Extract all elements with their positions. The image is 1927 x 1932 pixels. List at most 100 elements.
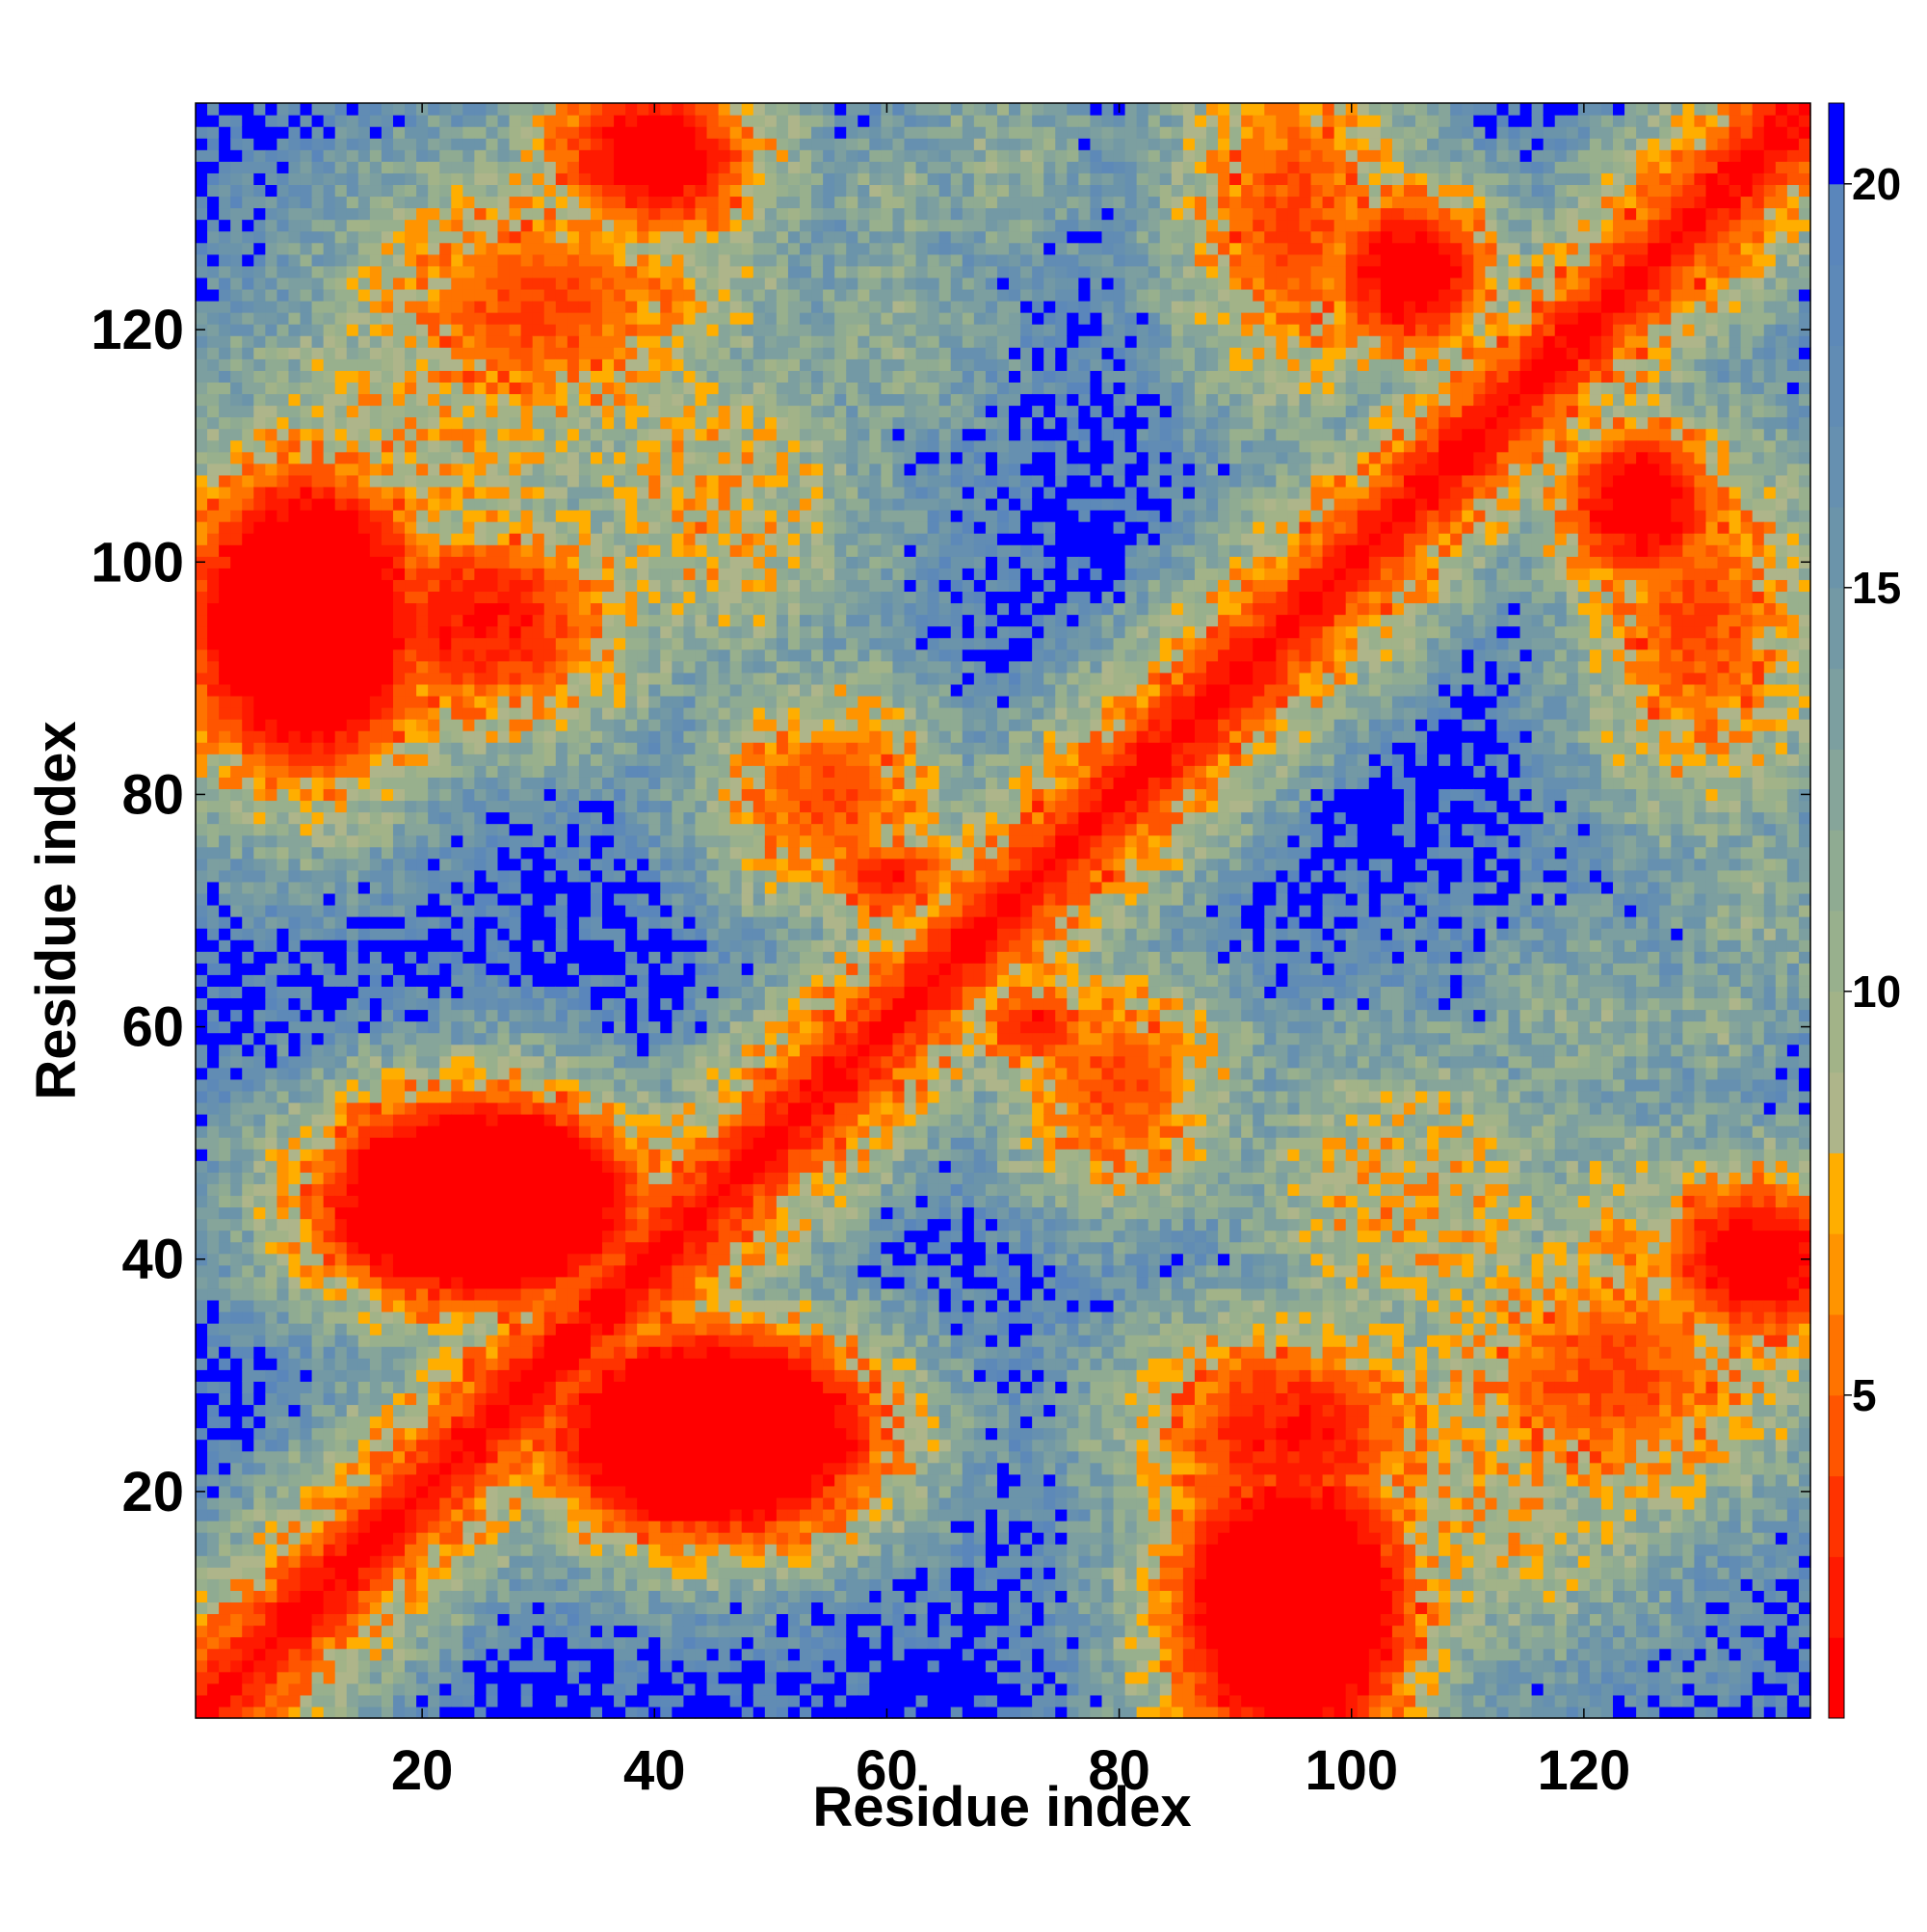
heatmap-cell	[358, 1695, 371, 1707]
heatmap-cell	[242, 615, 254, 627]
heatmap-cell	[196, 1242, 208, 1255]
heatmap-cell	[230, 1532, 243, 1545]
heatmap-cell	[486, 149, 498, 162]
heatmap-cell	[382, 1277, 394, 1289]
heatmap-cell	[207, 278, 220, 290]
heatmap-cell	[277, 1242, 289, 1255]
heatmap-cell	[405, 1497, 417, 1510]
heatmap-cell	[196, 568, 208, 580]
heatmap-cell	[544, 928, 557, 940]
heatmap-cell	[568, 1567, 580, 1579]
heatmap-cell	[474, 1555, 487, 1568]
heatmap-cell	[486, 1509, 498, 1522]
heatmap-cell	[568, 1125, 580, 1138]
heatmap-cell	[196, 1672, 208, 1684]
heatmap-cell	[219, 1590, 231, 1602]
heatmap-cell	[277, 1288, 289, 1301]
heatmap-cell	[521, 847, 534, 860]
heatmap-cell	[462, 882, 475, 894]
heatmap-cell	[370, 1521, 383, 1533]
heatmap-cell	[196, 266, 208, 278]
heatmap-cell	[568, 1428, 580, 1441]
heatmap-cell	[486, 1242, 498, 1255]
heatmap-cell	[288, 347, 301, 359]
heatmap-cell	[579, 1091, 592, 1103]
heatmap-cell	[370, 1358, 383, 1370]
heatmap-cell	[602, 324, 615, 336]
heatmap-cell	[347, 510, 359, 522]
heatmap-cell	[556, 196, 568, 208]
heatmap-cell	[277, 835, 289, 848]
heatmap-cell	[486, 649, 498, 662]
heatmap-cell	[416, 1497, 429, 1510]
heatmap-cell	[382, 882, 394, 894]
heatmap-cell	[347, 126, 359, 139]
heatmap-cell	[382, 835, 394, 848]
heatmap-cell	[451, 1695, 463, 1707]
heatmap-cell	[462, 1474, 475, 1487]
heatmap-cell	[301, 765, 313, 778]
heatmap-cell	[486, 661, 498, 674]
heatmap-cell	[265, 498, 277, 511]
heatmap-cell	[462, 1242, 475, 1255]
heatmap-cell	[265, 1102, 277, 1115]
heatmap-cell	[324, 1381, 336, 1393]
heatmap-cell	[196, 707, 208, 720]
heatmap-cell	[568, 324, 580, 336]
heatmap-cell	[474, 974, 487, 987]
heatmap-cell	[439, 974, 452, 987]
heatmap-cell	[462, 220, 475, 232]
heatmap-cell	[370, 615, 383, 627]
heatmap-cell	[405, 824, 417, 836]
heatmap-cell	[474, 1346, 487, 1359]
heatmap-cell	[347, 591, 359, 603]
heatmap-cell	[521, 510, 534, 522]
heatmap-cell	[521, 1660, 534, 1673]
heatmap-cell	[196, 521, 208, 534]
heatmap-cell	[288, 1114, 301, 1126]
heatmap-cell	[196, 1183, 208, 1196]
heatmap-cell	[428, 568, 440, 580]
heatmap-cell	[462, 1695, 475, 1707]
heatmap-cell	[382, 661, 394, 674]
heatmap-cell	[591, 1369, 603, 1382]
heatmap-cell	[358, 1311, 371, 1324]
heatmap-cell	[533, 870, 545, 883]
heatmap-cell	[253, 1137, 266, 1150]
heatmap-cell	[568, 1416, 580, 1429]
heatmap-cell	[196, 696, 208, 708]
heatmap-cell	[219, 859, 231, 871]
heatmap-cell	[474, 673, 487, 685]
heatmap-cell	[301, 521, 313, 534]
heatmap-cell	[474, 963, 487, 975]
heatmap-cell	[498, 1160, 511, 1173]
heatmap-cell	[462, 487, 475, 499]
heatmap-cell	[347, 638, 359, 650]
heatmap-cell	[533, 951, 545, 964]
heatmap-cell	[556, 974, 568, 987]
heatmap-cell	[219, 1242, 231, 1255]
heatmap-cell	[428, 1079, 440, 1092]
heatmap-cell	[253, 1125, 266, 1138]
heatmap-cell	[312, 638, 325, 650]
heatmap-cell	[544, 1404, 557, 1416]
heatmap-cell	[242, 266, 254, 278]
heatmap-cell	[568, 417, 580, 430]
heatmap-cell	[242, 393, 254, 406]
heatmap-cell	[358, 882, 371, 894]
heatmap-cell	[416, 742, 429, 754]
heatmap-cell	[312, 324, 325, 336]
heatmap-cell	[277, 1137, 289, 1150]
heatmap-cell	[568, 1649, 580, 1661]
heatmap-cell	[462, 963, 475, 975]
heatmap-cell	[556, 254, 568, 267]
heatmap-cell	[544, 916, 557, 929]
heatmap-cell	[370, 1555, 383, 1568]
heatmap-cell	[277, 1114, 289, 1126]
heatmap-cell	[439, 1079, 452, 1092]
heatmap-cell	[579, 602, 592, 615]
heatmap-cell	[265, 475, 277, 488]
heatmap-cell	[521, 138, 534, 150]
heatmap-cell	[253, 1358, 266, 1370]
heatmap-cell	[242, 1626, 254, 1638]
